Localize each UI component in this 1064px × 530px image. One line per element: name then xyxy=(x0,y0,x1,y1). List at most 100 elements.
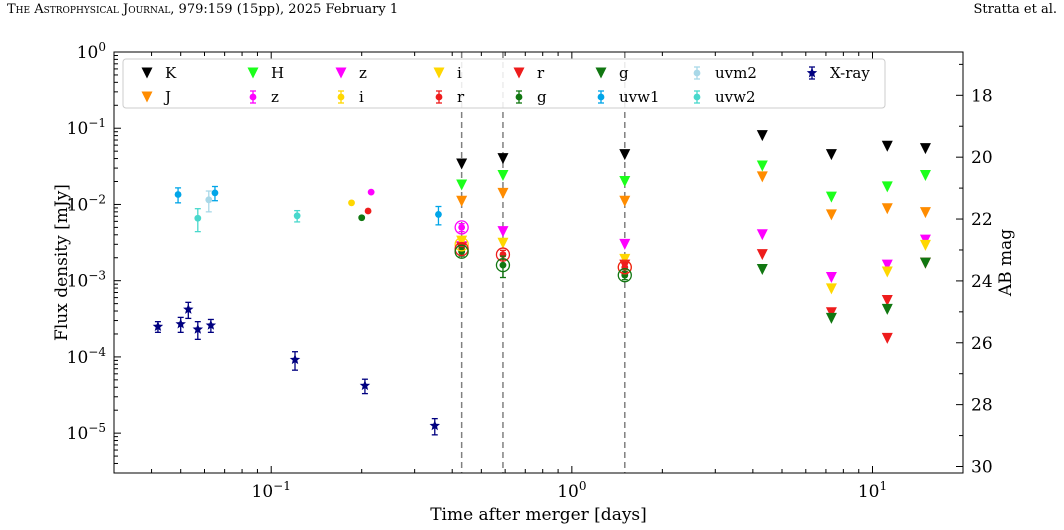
data-point-r-upper-limit xyxy=(825,307,837,319)
data-point-g xyxy=(458,248,466,256)
data-point-i-upper-limit xyxy=(825,283,837,295)
data-point-i-upper-limit xyxy=(919,239,931,251)
legend-marker xyxy=(141,91,153,103)
legend-label: uvw2 xyxy=(715,88,756,106)
data-point-K-upper-limit xyxy=(756,130,768,142)
data-point-z-upper-limit xyxy=(756,229,768,241)
data-point-r-upper-limit xyxy=(756,249,768,261)
y-axis-label: Flux density [mJy] xyxy=(52,184,72,341)
series-H-upper xyxy=(456,160,931,203)
journal-name: The Astrophysical Journal xyxy=(7,2,171,17)
legend-item: X-ray xyxy=(806,64,870,82)
circled-detection xyxy=(617,260,632,275)
data-point-uvw1 xyxy=(211,189,219,197)
data-point-i-upper-limit xyxy=(619,253,631,265)
data-point-z-upper-limit xyxy=(881,259,893,271)
legend-item: H xyxy=(247,64,284,82)
x-tick-label: 10−1 xyxy=(252,479,291,502)
y2-tick-label: 26 xyxy=(971,334,993,354)
data-point-H-upper-limit xyxy=(497,169,509,181)
data-point-K-upper-limit xyxy=(881,140,893,152)
data-point-X-ray xyxy=(359,380,371,391)
legend-label: r xyxy=(457,88,465,106)
legend-marker xyxy=(435,93,443,101)
authors: Stratta et al. xyxy=(973,2,1057,17)
data-point-H-upper-limit xyxy=(825,191,837,203)
legend-marker xyxy=(335,67,347,79)
data-point-H-upper-limit xyxy=(919,169,931,181)
legend-marker xyxy=(693,69,701,77)
data-point-H-upper-limit xyxy=(881,181,893,193)
circled-detection xyxy=(454,237,469,252)
x-tick-label: 100 xyxy=(557,479,586,502)
data-point-J-upper-limit xyxy=(497,187,509,199)
data-point-X-ray xyxy=(429,420,441,431)
legend-item: g xyxy=(515,88,547,106)
series-K-upper xyxy=(456,130,931,170)
data-marks xyxy=(152,130,931,436)
data-point-X-ray xyxy=(289,354,301,365)
data-point-J-upper-limit xyxy=(456,195,468,207)
legend-marker xyxy=(337,93,345,101)
legend-marker xyxy=(247,67,259,79)
circled-detection xyxy=(495,257,511,273)
running-header: The Astrophysical Journal, 979:159 (15pp… xyxy=(7,2,398,17)
series-z-upper xyxy=(456,226,931,284)
data-point-z-upper-limit xyxy=(497,226,509,238)
data-point-g-upper-limit xyxy=(756,264,768,276)
y-tick-label: 100 xyxy=(77,40,106,63)
data-point-i-upper-limit xyxy=(497,237,509,249)
data-point-K-upper-limit xyxy=(497,153,509,165)
data-point-X-ray xyxy=(175,318,186,329)
series-X-ray-star xyxy=(152,301,441,436)
axes: 10−1 100 101 10−5 10−4 10−3 10−2 10−1 100 18 20 22 2… xyxy=(67,40,993,502)
vertical-marker-lines xyxy=(460,52,626,473)
y2-tick-label: 22 xyxy=(971,210,993,230)
data-point-uvw2 xyxy=(293,212,301,220)
series-i-upper xyxy=(456,235,931,295)
data-point-J-upper-limit xyxy=(919,207,931,219)
data-point-X-ray xyxy=(192,323,204,334)
data-point-z xyxy=(458,224,466,231)
legend-label: z xyxy=(271,88,279,106)
series-g-point xyxy=(358,214,629,281)
data-point-J-upper-limit xyxy=(881,203,893,215)
legend-item: uvw1 xyxy=(597,88,660,106)
y2-tick-label: 18 xyxy=(971,86,993,106)
legend-item: g xyxy=(595,64,629,82)
legend-item: z xyxy=(249,88,279,106)
legend-marker xyxy=(433,67,445,79)
data-point-r-upper-limit xyxy=(619,259,631,271)
series-i-point xyxy=(348,199,466,249)
data-point-J-upper-limit xyxy=(619,195,631,207)
data-point-X-ray xyxy=(152,321,164,332)
data-point-z-upper-limit xyxy=(825,272,837,284)
series-uvw1-point xyxy=(174,185,442,226)
data-point-uvm2 xyxy=(205,196,213,204)
data-point-g xyxy=(499,261,507,269)
data-point-J-upper-limit xyxy=(825,209,837,221)
legend-item: uvw2 xyxy=(693,88,756,106)
legend-marker xyxy=(249,93,257,101)
legend-item: i xyxy=(337,88,364,106)
x-tick-label: 101 xyxy=(858,479,887,502)
data-point-K-upper-limit xyxy=(619,149,631,161)
data-point-H-upper-limit xyxy=(456,179,468,191)
legend-marker xyxy=(595,67,607,79)
legend-marker xyxy=(141,67,153,79)
data-point-r-upper-limit xyxy=(881,332,893,344)
legend-label: K xyxy=(165,64,177,82)
legend-label: uvw1 xyxy=(619,88,660,106)
legend-item: r xyxy=(513,64,545,82)
y2-tick-label: 24 xyxy=(971,272,993,292)
data-point-z xyxy=(367,188,375,196)
data-point-z-upper-limit xyxy=(619,238,631,250)
x-axis-label: Time after merger [days] xyxy=(430,505,647,525)
y2-axis-label: AB mag xyxy=(996,229,1016,297)
series-g-upper xyxy=(756,257,931,324)
y2-tick-label: 20 xyxy=(971,148,993,168)
legend-label: i xyxy=(359,88,364,106)
circled-detection xyxy=(454,244,469,259)
